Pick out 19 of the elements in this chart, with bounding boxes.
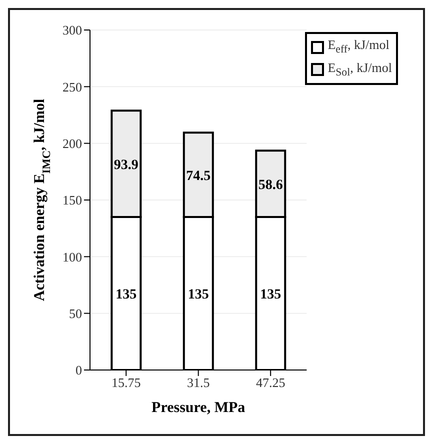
x-tick-label: 15.75 bbox=[111, 375, 141, 390]
y-tick-label: 200 bbox=[62, 136, 82, 151]
y-tick-label: 250 bbox=[62, 79, 82, 94]
legend-label: E$_{eff}$, kJ/mol bbox=[328, 37, 390, 56]
x-tick-label: 47.25 bbox=[256, 375, 286, 390]
data-label: 135 bbox=[116, 287, 137, 302]
y-tick-label: 50 bbox=[69, 306, 82, 321]
y-tick-label: 150 bbox=[62, 192, 82, 208]
data-label: 93.9 bbox=[114, 158, 138, 173]
data-label: 58.6 bbox=[258, 178, 283, 193]
data-label: 135 bbox=[188, 287, 209, 302]
x-axis-title: Pressure, MPa bbox=[152, 400, 246, 416]
y-tick-label: 300 bbox=[62, 22, 82, 38]
y-tick-label: 0 bbox=[76, 362, 82, 378]
data-label: 135 bbox=[260, 287, 282, 302]
legend-label: E$_{Sol}$, kJ/mol bbox=[328, 60, 392, 78]
data-label: 74.5 bbox=[186, 168, 211, 184]
x-tick-label: 31.5 bbox=[186, 375, 210, 390]
y-tick-label: 100 bbox=[62, 249, 82, 264]
